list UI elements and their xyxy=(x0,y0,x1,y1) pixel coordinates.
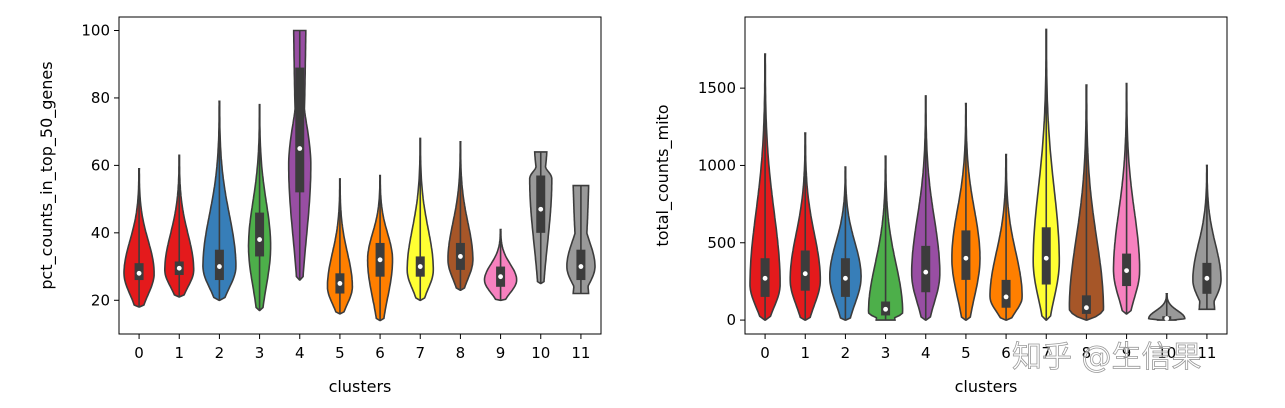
x-tick-label: 6 xyxy=(1001,344,1011,362)
violin-iqr-6 xyxy=(1001,279,1011,308)
violin-median-5 xyxy=(963,255,969,261)
x-tick-label: 4 xyxy=(921,344,931,362)
y-tick-label: 60 xyxy=(91,156,110,174)
violin-iqr-10 xyxy=(536,175,546,233)
x-tick-label: 3 xyxy=(255,344,265,362)
violin-median-11 xyxy=(1204,275,1210,281)
x-tick-label: 10 xyxy=(531,344,550,362)
violin-median-0 xyxy=(762,275,768,281)
y-tick-label: 20 xyxy=(91,291,110,309)
violin-median-6 xyxy=(1003,294,1009,300)
x-tick-label: 9 xyxy=(1122,344,1132,362)
violin-median-7 xyxy=(417,264,423,269)
x-tick-label: 4 xyxy=(295,344,305,362)
y-tick-label: 1500 xyxy=(698,79,736,97)
x-tick-label: 7 xyxy=(415,344,425,362)
x-axis-label: clusters xyxy=(329,377,392,396)
x-tick-label: 10 xyxy=(1157,344,1176,362)
y-axis-label: total_counts_mito xyxy=(653,104,673,246)
violin-median-9 xyxy=(498,274,503,280)
x-tick-label: 5 xyxy=(335,344,345,362)
y-tick-label: 0 xyxy=(726,311,736,329)
violin-median-4 xyxy=(297,146,303,151)
x-tick-label: 8 xyxy=(1082,344,1092,362)
violin-iqr-4 xyxy=(921,245,931,293)
violin-median-0 xyxy=(136,270,142,276)
x-tick-label: 6 xyxy=(375,344,385,362)
violin-iqr-1 xyxy=(800,250,810,291)
y-tick-label: 40 xyxy=(91,224,110,242)
x-tick-label: 8 xyxy=(456,344,466,362)
x-tick-label: 5 xyxy=(961,344,971,362)
x-tick-label: 0 xyxy=(134,344,144,362)
watermark-text: 知乎 @生信果 xyxy=(1012,340,1202,375)
violin-median-3 xyxy=(257,237,262,242)
violin-median-1 xyxy=(176,265,182,271)
violin-median-8 xyxy=(458,254,463,259)
violin-median-7 xyxy=(1043,255,1049,261)
x-axis-label: clusters xyxy=(955,377,1018,396)
y-tick-label: 500 xyxy=(707,234,736,252)
x-tick-label: 7 xyxy=(1041,344,1051,362)
chart-panel-pct-counts: 0 1 2 3 4 5 6 7 8 9 10 11 20 40 60 80 100 clusters pct_cou… xyxy=(37,16,602,396)
violin-median-9 xyxy=(1124,268,1129,273)
x-tick-label: 11 xyxy=(571,344,590,362)
violin-median-6 xyxy=(377,257,383,263)
violin-iqr-3 xyxy=(255,212,265,257)
y-tick-label: 1000 xyxy=(698,156,736,174)
violin-iqr-5 xyxy=(961,230,971,280)
y-tick-label: 100 xyxy=(81,21,110,39)
violin-median-5 xyxy=(337,281,343,286)
violin-median-2 xyxy=(843,275,848,281)
x-tick-label: 1 xyxy=(800,344,810,362)
x-tick-label: 0 xyxy=(760,344,770,362)
violin-median-8 xyxy=(1084,305,1089,311)
plot-frame xyxy=(118,16,602,335)
y-axis-label: pct_counts_in_top_50_genes xyxy=(37,61,57,289)
y-tick-label: 80 xyxy=(91,89,110,107)
violin-iqr-4 xyxy=(295,67,305,193)
plot-frame xyxy=(744,16,1228,335)
x-tick-label: 1 xyxy=(174,344,184,362)
violin-median-1 xyxy=(802,271,808,277)
x-tick-label: 3 xyxy=(881,344,891,362)
violin-median-10 xyxy=(1164,316,1170,321)
x-tick-label: 2 xyxy=(215,344,225,362)
x-tick-label: 11 xyxy=(1197,344,1216,362)
violin-median-10 xyxy=(538,206,544,212)
violin-median-2 xyxy=(217,264,222,269)
violin-iqr-8 xyxy=(1081,295,1091,314)
chart-panel-total-counts-mito: 0 1 2 3 4 5 6 7 8 9 10 11 0 500 1000 1500 clusters total_… xyxy=(653,16,1228,396)
violin-median-3 xyxy=(883,306,888,312)
violin-median-4 xyxy=(923,269,929,275)
x-tick-label: 2 xyxy=(841,344,851,362)
violin-median-11 xyxy=(578,264,584,269)
x-tick-label: 9 xyxy=(496,344,506,362)
